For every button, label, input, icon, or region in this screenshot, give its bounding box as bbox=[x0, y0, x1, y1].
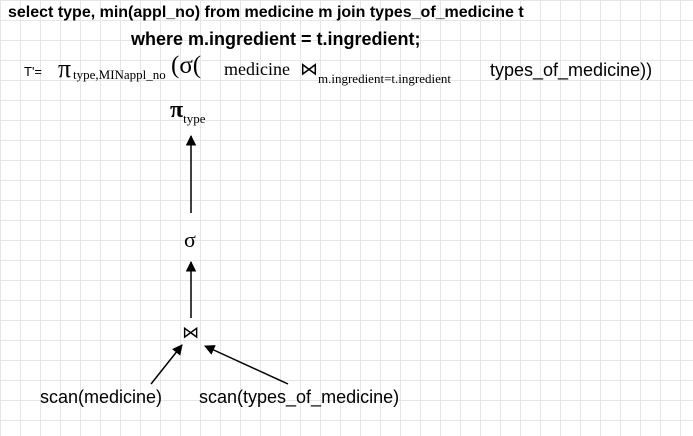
sql-query-line-1: select type, min(appl_no) from medicine … bbox=[8, 4, 524, 21]
edge-scan-types-to-join bbox=[204, 345, 289, 385]
join-symbol: ⋈ bbox=[300, 59, 318, 80]
tree-projection-subscript: type bbox=[183, 111, 206, 126]
relation-types-of-medicine: types_of_medicine)) bbox=[490, 60, 653, 80]
projection-symbol: π bbox=[58, 54, 72, 83]
tree-leaf-scan-medicine: scan(medicine) bbox=[40, 387, 163, 407]
tree-node-join: ⋈ bbox=[182, 323, 199, 343]
expression-prefix: T'= bbox=[24, 64, 43, 79]
projection-subscript: type,MINappl_no bbox=[73, 67, 166, 82]
tree-projection-symbol: π bbox=[170, 97, 184, 123]
tree-leaf-scan-types-of-medicine: scan(types_of_medicine) bbox=[199, 387, 400, 407]
tree-node-selection: σ bbox=[184, 227, 196, 252]
selection-open: (σ( bbox=[171, 52, 202, 79]
sql-query-line-2: where m.ingredient = t.ingredient; bbox=[131, 29, 421, 49]
relation-medicine: medicine bbox=[224, 59, 290, 79]
tree-node-projection: πtype bbox=[170, 97, 206, 126]
edge-scan-medicine-to-join bbox=[150, 344, 183, 385]
join-condition: m.ingredient=t.ingredient bbox=[318, 71, 451, 86]
